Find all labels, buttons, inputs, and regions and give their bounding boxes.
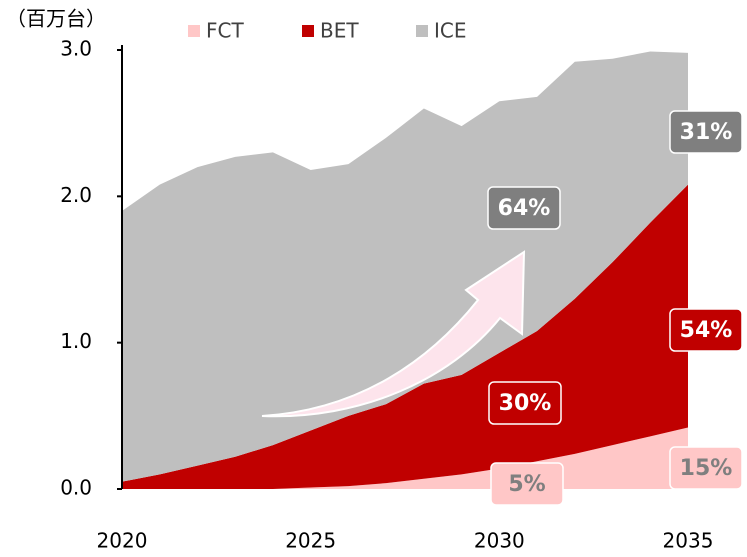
annotation-box	[488, 381, 562, 425]
annotation: 30%	[499, 391, 552, 416]
area	[122, 51, 688, 482]
annotation: 31%	[680, 120, 733, 145]
legend-swatch	[188, 25, 200, 37]
y-tick-label: 3.0	[60, 37, 92, 61]
x-tick-label: 2030	[474, 529, 525, 553]
x-tick-label: 2035	[663, 529, 714, 553]
annotation-box	[669, 110, 743, 154]
x-tick-label: 2025	[285, 529, 336, 553]
annotation: 64%	[498, 196, 551, 221]
annotation: 15%	[680, 456, 733, 481]
annotation-box	[490, 462, 564, 506]
legend-swatch	[416, 25, 428, 37]
y-tick-label: 2.0	[60, 183, 92, 207]
trend-arrow	[261, 250, 526, 418]
legend-label: BET	[320, 19, 359, 43]
y-tick-label: 1.0	[60, 329, 92, 353]
legend-label: FCT	[206, 19, 244, 43]
x-tick-label: 2020	[97, 529, 148, 553]
annotation-box	[487, 186, 561, 230]
y-axis-label: （百万台）	[6, 7, 106, 31]
annotation-box	[669, 308, 743, 352]
annotation-box	[669, 446, 743, 490]
annotation: 54%	[680, 318, 733, 343]
legend-label: ICE	[434, 19, 467, 43]
legend-swatch	[302, 25, 314, 37]
y-tick-label: 0.0	[60, 476, 92, 500]
annotation: 5%	[508, 472, 545, 497]
